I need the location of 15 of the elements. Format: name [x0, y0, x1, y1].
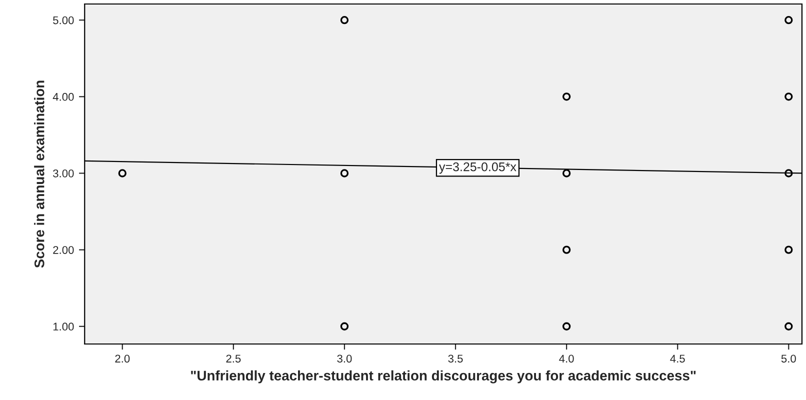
y-tick-label: 2.00 [53, 246, 74, 254]
x-tick-label: 2.0 [115, 354, 130, 363]
y-tick-label: 5.00 [53, 16, 74, 24]
x-tick-label: 3.5 [448, 354, 463, 363]
y-tick-label: 1.00 [53, 322, 74, 331]
x-tick-label: 4.0 [559, 354, 574, 363]
y-tick-label: 4.00 [52, 92, 74, 101]
x-tick-label: 4.5 [670, 354, 685, 363]
x-axis-title: "Unfriendly teacher-student relation discourages you for academic success" [191, 370, 696, 384]
x-tick-label: 2.5 [226, 354, 241, 363]
y-tick-label: 3.00 [53, 170, 74, 178]
annotation: y=3.25-0.05*x [439, 162, 516, 174]
x-tick-label: 3.0 [337, 354, 352, 363]
y-axis-title: Score in annual examination [34, 80, 44, 268]
x-tick-label: 5.0 [781, 354, 796, 363]
